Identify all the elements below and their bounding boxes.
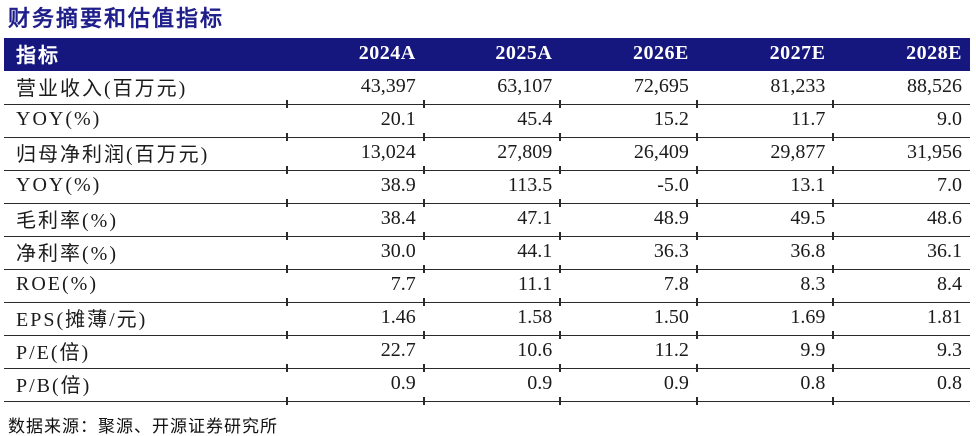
value-cell: 31,956 bbox=[832, 137, 970, 173]
value-cell: 22.7 bbox=[286, 335, 424, 371]
value-cell: 7.7 bbox=[286, 269, 424, 305]
value-cell: 43,397 bbox=[286, 71, 424, 108]
value-cell: 11.7 bbox=[695, 104, 834, 140]
value-cell: 13.1 bbox=[695, 170, 834, 206]
value-cell: 1.81 bbox=[832, 302, 970, 338]
header-cell-indicator: 指标 bbox=[4, 38, 288, 71]
row-label: ROE(%) bbox=[4, 269, 288, 303]
header-cell-2026e: 2026E bbox=[560, 38, 697, 71]
table-row-net-margin: 净利率(%) 30.0 44.1 36.3 36.8 36.1 bbox=[4, 236, 970, 272]
value-cell: 48.9 bbox=[559, 203, 697, 239]
table-row-pe: P/E(倍) 22.7 10.6 11.2 9.9 9.3 bbox=[4, 335, 970, 371]
row-label: 毛利率(%) bbox=[4, 203, 288, 237]
value-cell: 7.0 bbox=[832, 170, 970, 206]
value-cell: 29,877 bbox=[695, 137, 834, 173]
value-cell: 47.1 bbox=[422, 203, 561, 239]
value-cell: 0.8 bbox=[695, 368, 834, 404]
header-cell-2028e: 2028E bbox=[833, 38, 970, 71]
value-cell: 36.8 bbox=[695, 236, 834, 272]
row-label: 归母净利润(百万元) bbox=[4, 137, 288, 171]
value-cell: 9.0 bbox=[832, 104, 970, 140]
value-cell: 81,233 bbox=[695, 71, 834, 108]
row-label: P/B(倍) bbox=[4, 368, 288, 402]
table-row-roe: ROE(%) 7.7 11.1 7.8 8.3 8.4 bbox=[4, 269, 970, 305]
value-cell: 44.1 bbox=[422, 236, 561, 272]
page-title: 财务摘要和估值指标 bbox=[8, 6, 225, 31]
header-cell-2025a: 2025A bbox=[423, 38, 561, 71]
value-cell: 9.3 bbox=[832, 335, 970, 371]
value-cell: 0.9 bbox=[286, 368, 424, 404]
value-cell: 7.8 bbox=[559, 269, 697, 305]
row-label: P/E(倍) bbox=[4, 335, 288, 369]
value-cell: 72,695 bbox=[559, 71, 697, 108]
value-cell: 20.1 bbox=[286, 104, 424, 140]
table-row-gross-margin: 毛利率(%) 38.4 47.1 48.9 49.5 48.6 bbox=[4, 203, 970, 239]
value-cell: 1.50 bbox=[559, 302, 697, 338]
value-cell: 49.5 bbox=[695, 203, 834, 239]
table-row-pb: P/B(倍) 0.9 0.9 0.9 0.8 0.8 bbox=[4, 368, 970, 404]
value-cell: 1.46 bbox=[286, 302, 424, 338]
value-cell: 38.9 bbox=[286, 170, 424, 206]
table-row-eps: EPS(摊薄/元) 1.46 1.58 1.50 1.69 1.81 bbox=[4, 302, 970, 338]
row-label: 营业收入(百万元) bbox=[4, 71, 288, 105]
row-label: YOY(%) bbox=[4, 104, 288, 138]
table-row-net-profit: 归母净利润(百万元) 13,024 27,809 26,409 29,877 3… bbox=[4, 137, 970, 173]
value-cell: 63,107 bbox=[422, 71, 561, 108]
value-cell: 27,809 bbox=[422, 137, 561, 173]
value-cell: 36.1 bbox=[832, 236, 970, 272]
value-cell: 1.69 bbox=[695, 302, 834, 338]
table-row-revenue: 营业收入(百万元) 43,397 63,107 72,695 81,233 88… bbox=[4, 71, 970, 108]
value-cell: -5.0 bbox=[559, 170, 697, 206]
value-cell: 0.9 bbox=[422, 368, 561, 404]
row-label: 净利率(%) bbox=[4, 236, 288, 270]
value-cell: 15.2 bbox=[559, 104, 697, 140]
header-row: 指标 2024A 2025A 2026E 2027E 2028E bbox=[4, 38, 970, 71]
value-cell: 11.2 bbox=[559, 335, 697, 371]
header-cell-2027e: 2027E bbox=[696, 38, 834, 71]
value-cell: 10.6 bbox=[422, 335, 561, 371]
value-cell: 9.9 bbox=[695, 335, 834, 371]
value-cell: 113.5 bbox=[422, 170, 561, 206]
value-cell: 13,024 bbox=[286, 137, 424, 173]
row-label: EPS(摊薄/元) bbox=[4, 302, 288, 336]
value-cell: 88,526 bbox=[832, 71, 970, 108]
table-row-revenue-yoy: YOY(%) 20.1 45.4 15.2 11.7 9.0 bbox=[4, 104, 970, 140]
value-cell: 8.3 bbox=[695, 269, 834, 305]
value-cell: 45.4 bbox=[422, 104, 561, 140]
financial-summary-table: 指标 2024A 2025A 2026E 2027E 2028E 营业收入(百万… bbox=[4, 38, 970, 404]
header-cell-2024a: 2024A bbox=[287, 38, 424, 71]
value-cell: 1.58 bbox=[422, 302, 561, 338]
value-cell: 38.4 bbox=[286, 203, 424, 239]
data-source: 数据来源：聚源、开源证券研究所 bbox=[8, 416, 278, 436]
row-label: YOY(%) bbox=[4, 170, 288, 204]
table-row-profit-yoy: YOY(%) 38.9 113.5 -5.0 13.1 7.0 bbox=[4, 170, 970, 206]
value-cell: 30.0 bbox=[286, 236, 424, 272]
value-cell: 8.4 bbox=[832, 269, 970, 305]
value-cell: 0.8 bbox=[832, 368, 970, 404]
value-cell: 26,409 bbox=[559, 137, 697, 173]
value-cell: 48.6 bbox=[832, 203, 970, 239]
value-cell: 11.1 bbox=[422, 269, 561, 305]
value-cell: 0.9 bbox=[559, 368, 697, 404]
value-cell: 36.3 bbox=[559, 236, 697, 272]
